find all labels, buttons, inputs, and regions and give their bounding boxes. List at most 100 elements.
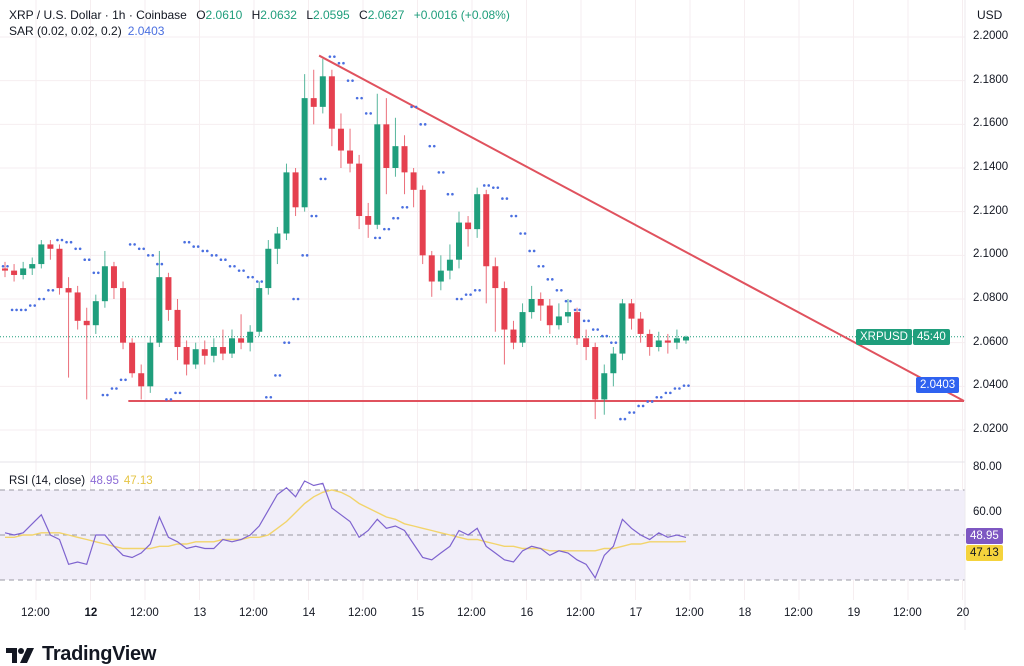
sar-dot: [369, 112, 373, 115]
candle: [356, 154, 363, 230]
sar-dot: [160, 262, 164, 266]
sar-dot: [473, 288, 477, 292]
sar-dot: [396, 216, 400, 220]
sar-dot: [196, 245, 200, 248]
sar-dot: [187, 240, 191, 244]
sar-dot: [210, 254, 214, 257]
sar-dot: [174, 391, 177, 395]
sar-dot: [478, 288, 481, 292]
candle: [664, 333, 671, 354]
rsi-tick-label: 60.00: [973, 505, 1002, 518]
sar-dot: [414, 105, 418, 109]
tradingview-logo[interactable]: TradingView: [6, 643, 156, 666]
candle-body: [56, 248, 63, 289]
candle: [174, 298, 181, 361]
time-tick-label: 19: [847, 607, 861, 619]
sar-dot: [437, 171, 441, 174]
candle: [646, 329, 653, 356]
price-tick-label: 2.1200: [973, 204, 1009, 217]
sar-dot: [455, 297, 459, 301]
sar-dot: [687, 384, 690, 387]
sar-dot: [664, 391, 668, 395]
countdown-tag: 45:40: [913, 329, 950, 345]
sar-dot: [646, 400, 649, 403]
sar-dot: [383, 227, 386, 231]
price-tick-label: 2.1600: [973, 117, 1009, 130]
sar-dot: [523, 232, 527, 235]
candle: [528, 285, 535, 319]
sar-dot: [555, 288, 559, 292]
sar-dot: [15, 308, 18, 312]
sar-legend[interactable]: SAR (0.02, 0.02, 0.2) 2.0403: [9, 23, 510, 39]
sar-dot: [673, 387, 677, 390]
sar-dot: [24, 308, 27, 312]
sar-dot: [628, 411, 631, 414]
candle-body: [20, 268, 27, 275]
sar-dot: [337, 61, 341, 65]
sar-dot: [401, 205, 404, 209]
sar-dot: [314, 214, 318, 218]
candle-body: [555, 316, 562, 326]
sar-dot: [156, 262, 159, 266]
candle-body: [546, 305, 553, 326]
sar-dot: [115, 387, 118, 390]
sar-dot: [274, 374, 277, 377]
candle: [683, 335, 689, 344]
close-label: C: [359, 8, 368, 22]
candle-body: [129, 342, 136, 374]
candle-body: [510, 329, 517, 343]
candle: [374, 93, 381, 230]
candle-body: [574, 312, 581, 339]
candle: [310, 69, 317, 125]
candle-body: [147, 342, 154, 387]
sar-dot: [165, 398, 168, 401]
candle-body: [256, 288, 263, 332]
candle-body: [110, 266, 117, 289]
sar-dot: [600, 334, 604, 338]
time-tick-label: 20: [956, 607, 970, 619]
open-value: 2.0610: [205, 8, 243, 22]
time-tick-label: 16: [520, 607, 534, 619]
rsi-legend[interactable]: RSI (14, close) 48.95 47.13: [9, 475, 153, 487]
time-tick-label: 12:00: [784, 607, 813, 619]
candle-body: [328, 76, 335, 129]
change-value: +0.0016 (+0.08%): [413, 8, 510, 22]
sar-dot: [265, 395, 268, 399]
price-tick-label: 2.0400: [973, 379, 1009, 392]
candle: [165, 272, 172, 321]
candle-body: [592, 347, 599, 400]
candle-body: [11, 270, 18, 275]
sar-dot: [283, 341, 286, 344]
sar-dot: [169, 398, 173, 401]
time-tick-label: 18: [738, 607, 752, 619]
candle-body: [401, 146, 408, 173]
low-label: L: [306, 8, 313, 22]
candle: [47, 240, 54, 260]
sar-dot: [464, 293, 468, 296]
candle: [229, 329, 235, 358]
symbol-legend[interactable]: XRP / U.S. Dollar · 1h · Coinbase O2.061…: [9, 7, 510, 39]
currency-label[interactable]: USD: [977, 8, 1003, 22]
sar-dot: [69, 240, 73, 244]
sar-title: SAR (0.02, 0.02, 0.2): [9, 24, 122, 38]
time-tick-label: 17: [629, 607, 643, 619]
sar-dot: [78, 247, 82, 251]
candle: [65, 277, 72, 378]
sar-dot: [514, 214, 518, 218]
sar-dot: [183, 240, 186, 244]
sar-dot: [678, 387, 681, 390]
candle: [183, 340, 190, 376]
candle-body: [410, 172, 417, 190]
sar-dot: [83, 258, 87, 261]
candle: [519, 303, 526, 348]
sar-dot: [97, 271, 100, 275]
candle: [583, 329, 590, 361]
sar-dot: [546, 278, 550, 281]
candle-body: [2, 268, 8, 271]
candle: [274, 226, 281, 265]
candle-body: [365, 216, 372, 225]
sar-dot: [487, 184, 491, 187]
candle-body: [192, 349, 199, 365]
candle: [673, 329, 680, 350]
